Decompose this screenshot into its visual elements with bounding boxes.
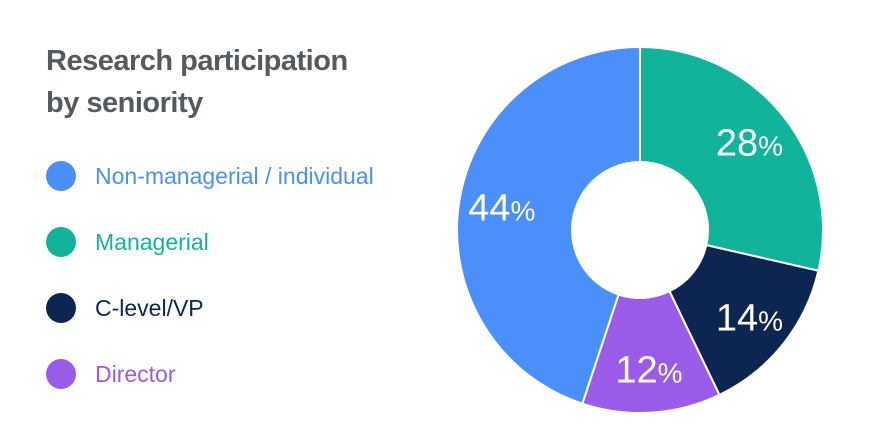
donut-labels: 28% 14% 12% 44% <box>468 123 783 392</box>
slice-non-managerial-individual <box>456 45 641 405</box>
chart-title: Research participation by seniority <box>46 40 348 124</box>
slice-label-director: 12% <box>615 350 682 392</box>
donut-chart: 28% 14% 12% 44% <box>456 45 824 414</box>
legend-item-director: Director <box>46 356 374 392</box>
chart-title-line-2: by seniority <box>46 87 203 119</box>
slice-label-non-managerial-individual: 44% <box>468 188 535 230</box>
donut-slices <box>456 45 824 414</box>
slice-managerial <box>639 45 824 272</box>
slice-label-managerial: 28% <box>716 123 783 165</box>
slice-director <box>581 289 721 414</box>
legend-swatch <box>46 359 76 389</box>
legend-label: C-level/VP <box>95 294 204 321</box>
legend-label: Managerial <box>95 228 209 255</box>
legend-label: Non-managerial / individual <box>95 162 374 189</box>
chart-title-line-1: Research participation <box>46 45 348 77</box>
legend-swatch <box>46 161 76 191</box>
slice-c-level-vp <box>668 243 820 397</box>
legend-swatch <box>46 227 76 257</box>
legend-item-managerial: Managerial <box>46 224 374 260</box>
chart-legend: Non-managerial / individual Managerial C-l… <box>46 158 374 422</box>
legend-swatch <box>46 293 76 323</box>
legend-label: Director <box>95 360 176 387</box>
legend-item-c-level-vp: C-level/VP <box>46 290 374 326</box>
legend-item-non-managerial-individual: Non-managerial / individual <box>46 158 374 194</box>
slice-label-c-level-vp: 14% <box>716 297 783 339</box>
